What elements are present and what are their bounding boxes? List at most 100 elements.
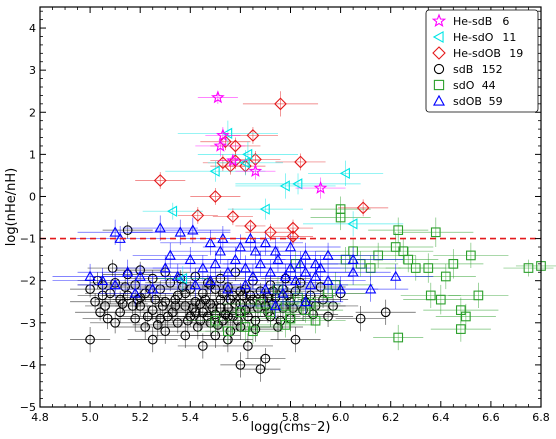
marker [215, 273, 226, 284]
marker [213, 138, 228, 152]
data-point-sdo-9 [310, 204, 371, 231]
legend-label: sdO [453, 79, 475, 92]
legend-marker [433, 63, 445, 75]
marker [254, 257, 267, 269]
axes: 4.8 5.0 5.2 5.4 5.6 5.8 6.0 6.2 6.4 6.6 6.8 −5 −4 −3 −… [20, 7, 550, 424]
data-point-sdo-24 [435, 303, 496, 330]
y-tick-label: 2 [29, 106, 36, 119]
data-point-sdob-48 [145, 272, 246, 298]
data-point-sdob-56 [267, 289, 344, 315]
data-point-sdob-42 [315, 259, 391, 285]
data-point-sdob-40 [290, 268, 366, 294]
marker [172, 270, 184, 281]
marker [235, 286, 246, 297]
marker [242, 148, 253, 161]
marker [269, 300, 282, 311]
data-point-sdo-15 [358, 232, 434, 262]
marker [117, 298, 128, 309]
marker [102, 313, 113, 324]
data-point-he-sdo-10 [227, 198, 304, 220]
data-point-sdb-94 [100, 278, 151, 296]
marker [159, 262, 171, 273]
marker [398, 246, 409, 257]
data-point-he-sdo-9 [157, 265, 208, 292]
data-point-he-sdb-5 [217, 153, 248, 167]
marker [153, 174, 167, 187]
data-point-sdb-86 [295, 278, 346, 296]
marker [305, 298, 316, 309]
data-point-sdob-58 [358, 263, 434, 290]
marker [260, 353, 271, 364]
legend-box [425, 9, 539, 113]
marker [335, 212, 346, 223]
data-point-he-sdb-3 [295, 177, 346, 199]
data-point-he-sdob-11 [177, 207, 218, 224]
y-tick-label: 1 [29, 148, 36, 161]
marker [393, 332, 404, 343]
marker [152, 320, 163, 330]
marker [157, 301, 168, 311]
marker [204, 236, 217, 248]
marker [259, 236, 272, 248]
marker [290, 334, 301, 345]
marker [347, 218, 358, 230]
marker [425, 290, 436, 301]
marker [164, 249, 176, 260]
marker [226, 210, 240, 224]
data-point-sdob-47 [160, 268, 261, 294]
data-point-sdb-8 [70, 327, 111, 353]
marker [280, 320, 291, 330]
marker [390, 270, 402, 281]
legend-count: 152 [482, 63, 503, 76]
marker [208, 190, 222, 203]
marker [334, 283, 347, 294]
marker [239, 279, 252, 290]
data-point-he-sdb-0 [197, 90, 238, 104]
x-tick-label: 6.8 [532, 411, 550, 424]
series-sdob [52, 215, 434, 319]
x-tick-label: 5.2 [131, 411, 149, 424]
series-he-sdo [142, 120, 404, 292]
marker [249, 245, 262, 256]
data-point-sdb-42 [177, 333, 228, 359]
marker [455, 324, 466, 334]
marker [216, 128, 230, 142]
data-point-sdo-33 [400, 282, 461, 309]
data-point-sdob-9 [227, 230, 304, 256]
marker [393, 225, 404, 236]
marker [120, 282, 131, 292]
legend-entry-he-sdob: He-sdOB 19 [432, 46, 523, 60]
marker [210, 315, 221, 326]
data-point-he-sdob-10 [190, 188, 241, 205]
marker [239, 262, 252, 273]
data-point-sdb-142 [82, 308, 133, 330]
marker [294, 155, 307, 169]
legend-marker [432, 46, 446, 60]
marker [255, 298, 266, 309]
marker [299, 249, 312, 260]
marker [347, 266, 359, 277]
x-axis-label: logg(cms⁻2) [251, 420, 331, 435]
data-point-he-sdb-1 [205, 127, 241, 144]
marker [176, 272, 188, 285]
data-point-sdo-27 [503, 259, 554, 277]
legend-marker [433, 79, 445, 91]
marker [147, 283, 159, 294]
data-point-he-sdob-0 [242, 91, 319, 117]
data-point-sdo-20 [398, 217, 474, 247]
x-tick-label: 4.8 [31, 411, 49, 424]
data-point-sdo-28 [515, 257, 556, 275]
data-point-sdob-3 [130, 219, 231, 245]
data-point-sdb-89 [335, 305, 386, 332]
marker [248, 164, 263, 177]
marker [147, 334, 158, 345]
marker [84, 270, 96, 281]
data-point-sdo-25 [433, 242, 509, 269]
marker [315, 282, 326, 292]
marker [356, 201, 370, 215]
data-point-he-sdb-4 [235, 162, 276, 180]
x-tick-label: 6.2 [382, 411, 400, 424]
marker [423, 263, 434, 273]
